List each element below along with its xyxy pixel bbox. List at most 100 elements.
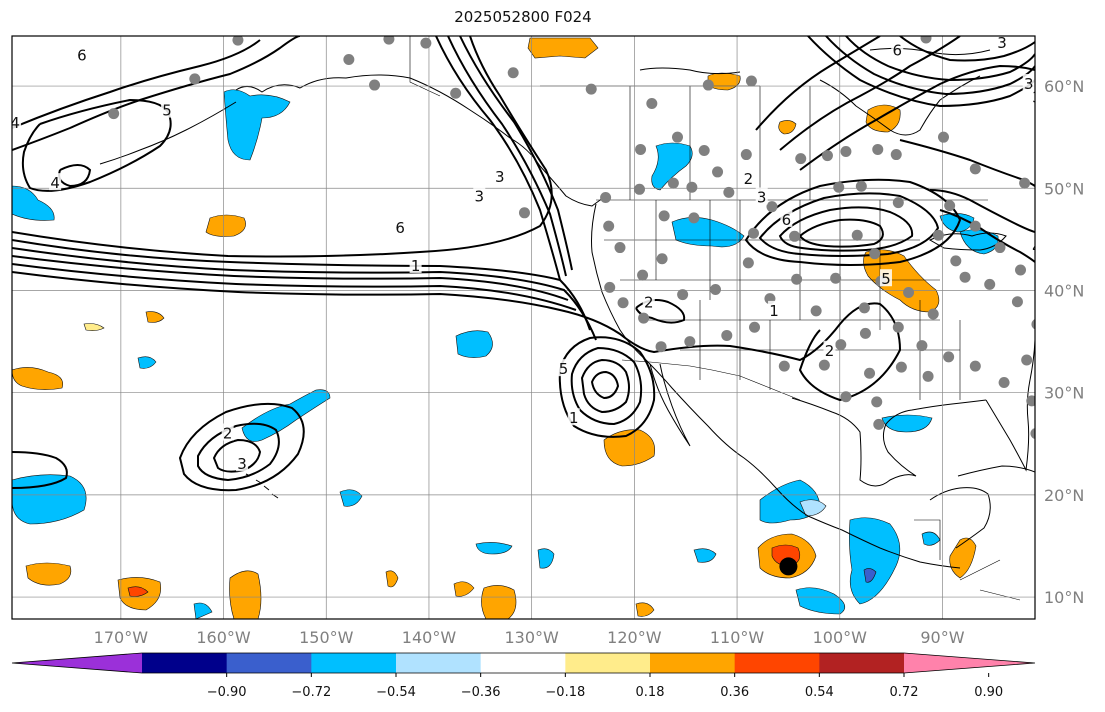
contour-line	[798, 218, 884, 248]
station-marker	[108, 108, 120, 120]
station-marker	[1011, 296, 1023, 308]
lat-label: 10°N	[1044, 588, 1084, 607]
aleutian-chain	[99, 101, 237, 165]
colorbar-tick-label: −0.72	[291, 685, 331, 700]
contour-line	[178, 402, 305, 492]
shade-region	[241, 389, 331, 442]
lat-label: 40°N	[1044, 281, 1084, 300]
colorbar-bin	[311, 653, 397, 673]
station-marker	[994, 242, 1006, 254]
contour-line	[570, 346, 643, 426]
station-marker	[1037, 223, 1048, 234]
shade-region	[453, 581, 475, 597]
lat-label: 30°N	[1044, 384, 1084, 403]
station-marker	[944, 200, 956, 212]
gridlines	[12, 36, 1035, 619]
station-marker	[984, 278, 996, 290]
colorbar-bin	[396, 653, 482, 673]
colorbar-outline	[11, 652, 1036, 674]
colorbar-bin	[480, 653, 566, 673]
contour-label-bg	[755, 187, 768, 205]
shade-region	[455, 330, 493, 358]
shade-region	[223, 89, 291, 161]
map-title: 2025052800 F024	[454, 8, 592, 26]
station-marker	[840, 391, 852, 403]
station-marker	[600, 191, 612, 203]
shade-region	[481, 585, 517, 619]
colorbar-tick-label: −0.18	[545, 685, 585, 700]
contour-line	[825, 36, 1035, 96]
station-marker	[1021, 354, 1033, 366]
cuba-coast	[957, 465, 1035, 477]
contour-label: 1	[569, 409, 579, 427]
contour-label-bg	[780, 209, 793, 227]
station-marker	[892, 197, 904, 209]
contour-line	[212, 438, 262, 473]
contour-label: 3	[997, 34, 1007, 52]
station-marker	[969, 163, 981, 175]
station-marker	[1019, 177, 1031, 189]
border-line	[409, 36, 441, 97]
station-marker	[617, 297, 629, 309]
baja-peninsula	[649, 363, 691, 447]
station-marker	[858, 302, 870, 314]
contour-line	[755, 36, 881, 131]
hudson-bay	[819, 75, 981, 136]
shade-region	[651, 142, 693, 191]
station-marker	[892, 321, 904, 333]
shade-region	[693, 548, 717, 563]
yucatan-coast	[929, 487, 991, 549]
station-marker	[821, 150, 833, 162]
colorbar-extend-low	[12, 653, 142, 673]
station-marker	[638, 312, 650, 324]
station-marker	[1030, 428, 1035, 439]
lon-label: 140°W	[402, 628, 457, 647]
station-marker	[943, 351, 955, 363]
lon-label: 150°W	[299, 628, 354, 647]
station-marker	[507, 67, 519, 79]
contour-label: 6	[782, 211, 792, 229]
contour-line	[929, 189, 1035, 233]
coastlines	[99, 47, 1035, 569]
station-marker	[855, 180, 867, 192]
contour-label-bg	[394, 218, 407, 236]
colorbar-tick-label: −0.54	[376, 685, 416, 700]
contour-label: 4	[10, 114, 20, 132]
arctic-coast	[639, 47, 991, 75]
contour-label-bg	[642, 292, 655, 310]
lon-label: 120°W	[607, 628, 662, 647]
station-marker	[895, 361, 907, 373]
border-line	[621, 359, 801, 401]
map-area: 65446123151212236546331333	[10, 34, 1048, 619]
station-marker	[740, 149, 752, 161]
station-marker	[873, 418, 885, 430]
shade-region	[205, 214, 246, 237]
station-marker	[932, 229, 944, 241]
contour-label: 6	[395, 219, 405, 237]
station-marker	[959, 271, 971, 283]
contour-label-bg	[557, 359, 570, 377]
lat-label: 60°N	[1044, 77, 1084, 96]
colorbar-extend-high	[904, 653, 1035, 673]
station-marker	[833, 181, 845, 193]
contour-line	[12, 36, 301, 151]
station-marker	[1031, 319, 1035, 330]
contour-label: 3	[1032, 88, 1042, 106]
contour-label-bg	[1035, 110, 1047, 127]
contour-label-bg	[75, 45, 88, 63]
alaska-coast	[235, 74, 607, 207]
contour-label-bg	[823, 340, 836, 358]
contour-label-bg	[473, 186, 486, 204]
station-marker	[702, 79, 714, 91]
na-west-coast	[591, 203, 961, 569]
station-marker	[709, 283, 721, 295]
station-marker	[927, 308, 939, 320]
shade-region	[25, 562, 72, 586]
contour-label-bg	[161, 100, 174, 118]
lat-label: 50°N	[1044, 179, 1084, 198]
contour-line	[459, 36, 573, 271]
lon-label: 160°W	[196, 628, 251, 647]
station-marker	[851, 229, 863, 241]
station-marker	[450, 87, 462, 99]
shade-region	[339, 489, 363, 507]
